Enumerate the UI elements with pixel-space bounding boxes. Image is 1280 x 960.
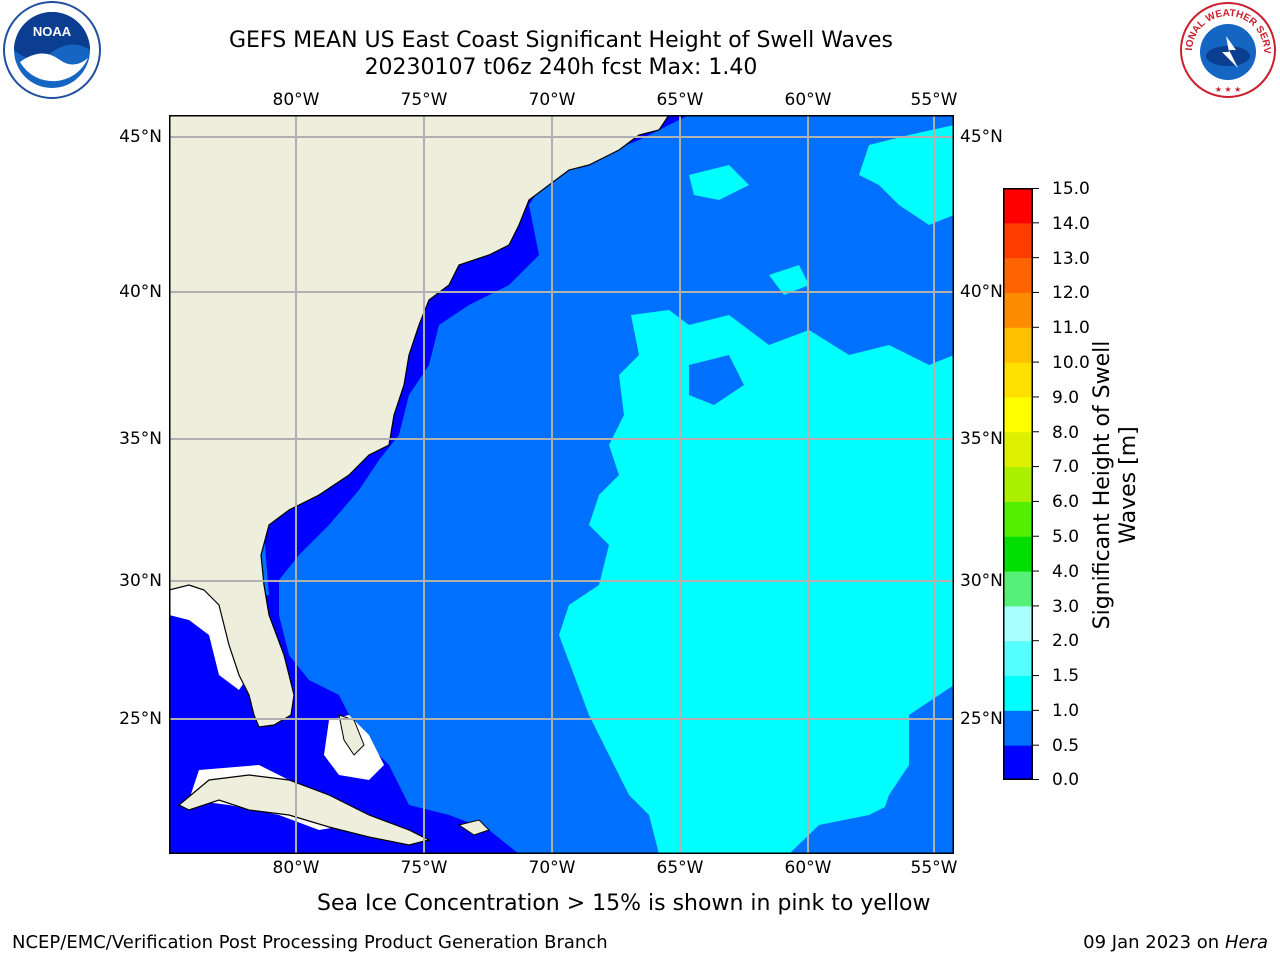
colorbar-label-line1: Significant Height of Swell: [1090, 340, 1115, 630]
footer-host: Hera: [1224, 932, 1268, 953]
colorbar-frame: [1003, 188, 1033, 780]
colorbar-segment-12: [1003, 327, 1033, 363]
swell-patch-north-3: [769, 265, 809, 295]
lat-label-left-25n: 25°N: [119, 709, 162, 729]
noaa-logo-text: NOAA: [33, 24, 72, 39]
colorbar-tick-17: 15.0: [1052, 179, 1090, 199]
colorbar-segment-16: [1003, 188, 1033, 224]
swell-patch-north-1: [859, 125, 954, 225]
map-canvas: [168, 114, 954, 854]
colorbar-tick-16: 14.0: [1052, 214, 1090, 234]
lat-label-right-45n: 45°N: [960, 127, 1003, 147]
colorbar-tick-12: 10.0: [1052, 353, 1090, 373]
colorbar-tick-1: 0.5: [1052, 736, 1080, 756]
colorbar-segment-2: [1003, 675, 1033, 711]
colorbar-label: Significant Height of Swell Waves [m]: [1090, 341, 1142, 630]
colorbar-tick-marks: [1033, 188, 1039, 780]
colorbar-segment-15: [1003, 222, 1033, 259]
land-cuba: [177, 774, 431, 846]
colorbar-tick-9: 7.0: [1052, 457, 1080, 477]
wave-height-map: [168, 114, 954, 854]
lon-label-top-80w: 80°W: [272, 90, 320, 110]
land-hispaniola: [457, 819, 490, 836]
lat-label-right-30n: 30°N: [960, 571, 1003, 591]
colorbar-segment-7: [1003, 501, 1033, 537]
footer-date-text: 09 Jan 2023 on: [1083, 932, 1225, 953]
colorbar-segment-9: [1003, 431, 1033, 468]
footer-date: 09 Jan 2023 on Hera: [1083, 932, 1268, 954]
colorbar-segment-14: [1003, 257, 1033, 293]
colorbar-segment-3: [1003, 640, 1033, 677]
lon-label-top-60w: 60°W: [784, 90, 832, 110]
lat-label-left-40n: 40°N: [119, 282, 162, 302]
lon-label-bottom-75w: 75°W: [400, 858, 448, 878]
colorbar-segment-0: [1003, 745, 1033, 781]
colorbar-tick-15: 13.0: [1052, 249, 1090, 269]
footer-branch: NCEP/EMC/Verification Post Processing Pr…: [12, 932, 608, 953]
map-grid: [169, 115, 954, 854]
lat-label-left-30n: 30°N: [119, 571, 162, 591]
colorbar-tick-2: 1.0: [1052, 701, 1080, 721]
lon-label-bottom-55w: 55°W: [910, 858, 958, 878]
colorbar-segment-6: [1003, 536, 1033, 572]
colorbar-tick-11: 9.0: [1052, 388, 1080, 408]
lon-label-bottom-80w: 80°W: [272, 858, 320, 878]
lon-label-top-75w: 75°W: [400, 90, 448, 110]
colorbar-tick-6: 4.0: [1052, 562, 1080, 582]
lat-label-right-35n: 35°N: [960, 429, 1003, 449]
colorbar-segment-13: [1003, 292, 1033, 328]
lat-label-left-35n: 35°N: [119, 429, 162, 449]
colorbar-tick-7: 5.0: [1052, 527, 1080, 547]
colorbar-tick-marks-svg: [1033, 188, 1039, 780]
lat-label-right-40n: 40°N: [960, 282, 1003, 302]
map-frame: [169, 115, 954, 854]
colorbar-tick-5: 3.0: [1052, 597, 1080, 617]
nws-logo-icon: NATIONAL WEATHER SERVICE ★ ★ ★: [1174, 0, 1278, 100]
colorbar-tick-8: 6.0: [1052, 492, 1080, 512]
swell-patch-north-2: [689, 165, 749, 200]
lon-label-top-65w: 65°W: [656, 90, 704, 110]
lat-label-right-25n: 25°N: [960, 709, 1003, 729]
svg-text:★ ★ ★: ★ ★ ★: [1215, 85, 1242, 94]
colorbar-tick-3: 1.5: [1052, 666, 1080, 686]
colorbar-segment-10: [1003, 396, 1033, 433]
lon-label-top-70w: 70°W: [528, 90, 576, 110]
colorbar-tick-10: 8.0: [1052, 423, 1080, 443]
colorbar-label-line2: Waves [m]: [1116, 426, 1141, 544]
lat-label-left-45n: 45°N: [119, 127, 162, 147]
colorbar-segment-4: [1003, 605, 1033, 642]
colorbar-segment-8: [1003, 466, 1033, 502]
colorbar-svg: [1003, 188, 1033, 781]
noaa-logo-icon: NOAA: [2, 0, 102, 100]
sea-ice-note: Sea Ice Concentration > 15% is shown in …: [317, 891, 931, 916]
colorbar-segment-5: [1003, 571, 1033, 607]
swell-gap-2: [869, 685, 954, 854]
lon-label-bottom-60w: 60°W: [784, 858, 832, 878]
colorbar: [1003, 188, 1033, 781]
lon-label-top-55w: 55°W: [910, 90, 958, 110]
swell-region-0-0.5-coast: [169, 115, 689, 854]
colorbar-tick-14: 12.0: [1052, 283, 1090, 303]
lon-label-bottom-70w: 70°W: [528, 858, 576, 878]
colorbar-tick-4: 2.0: [1052, 631, 1080, 651]
chart-title-line1: GEFS MEAN US East Coast Significant Heig…: [228, 28, 894, 53]
chart-title-line2: 20230107 t06z 240h fcst Max: 1.40: [364, 55, 758, 80]
colorbar-segment-1: [1003, 710, 1033, 746]
swell-gap-1: [689, 355, 744, 405]
nodata-patch-gulf: [169, 583, 249, 690]
colorbar-segment-11: [1003, 362, 1033, 398]
colorbar-tick-0: 0.0: [1052, 770, 1080, 790]
lon-label-bottom-65w: 65°W: [656, 858, 704, 878]
colorbar-tick-13: 11.0: [1052, 318, 1090, 338]
